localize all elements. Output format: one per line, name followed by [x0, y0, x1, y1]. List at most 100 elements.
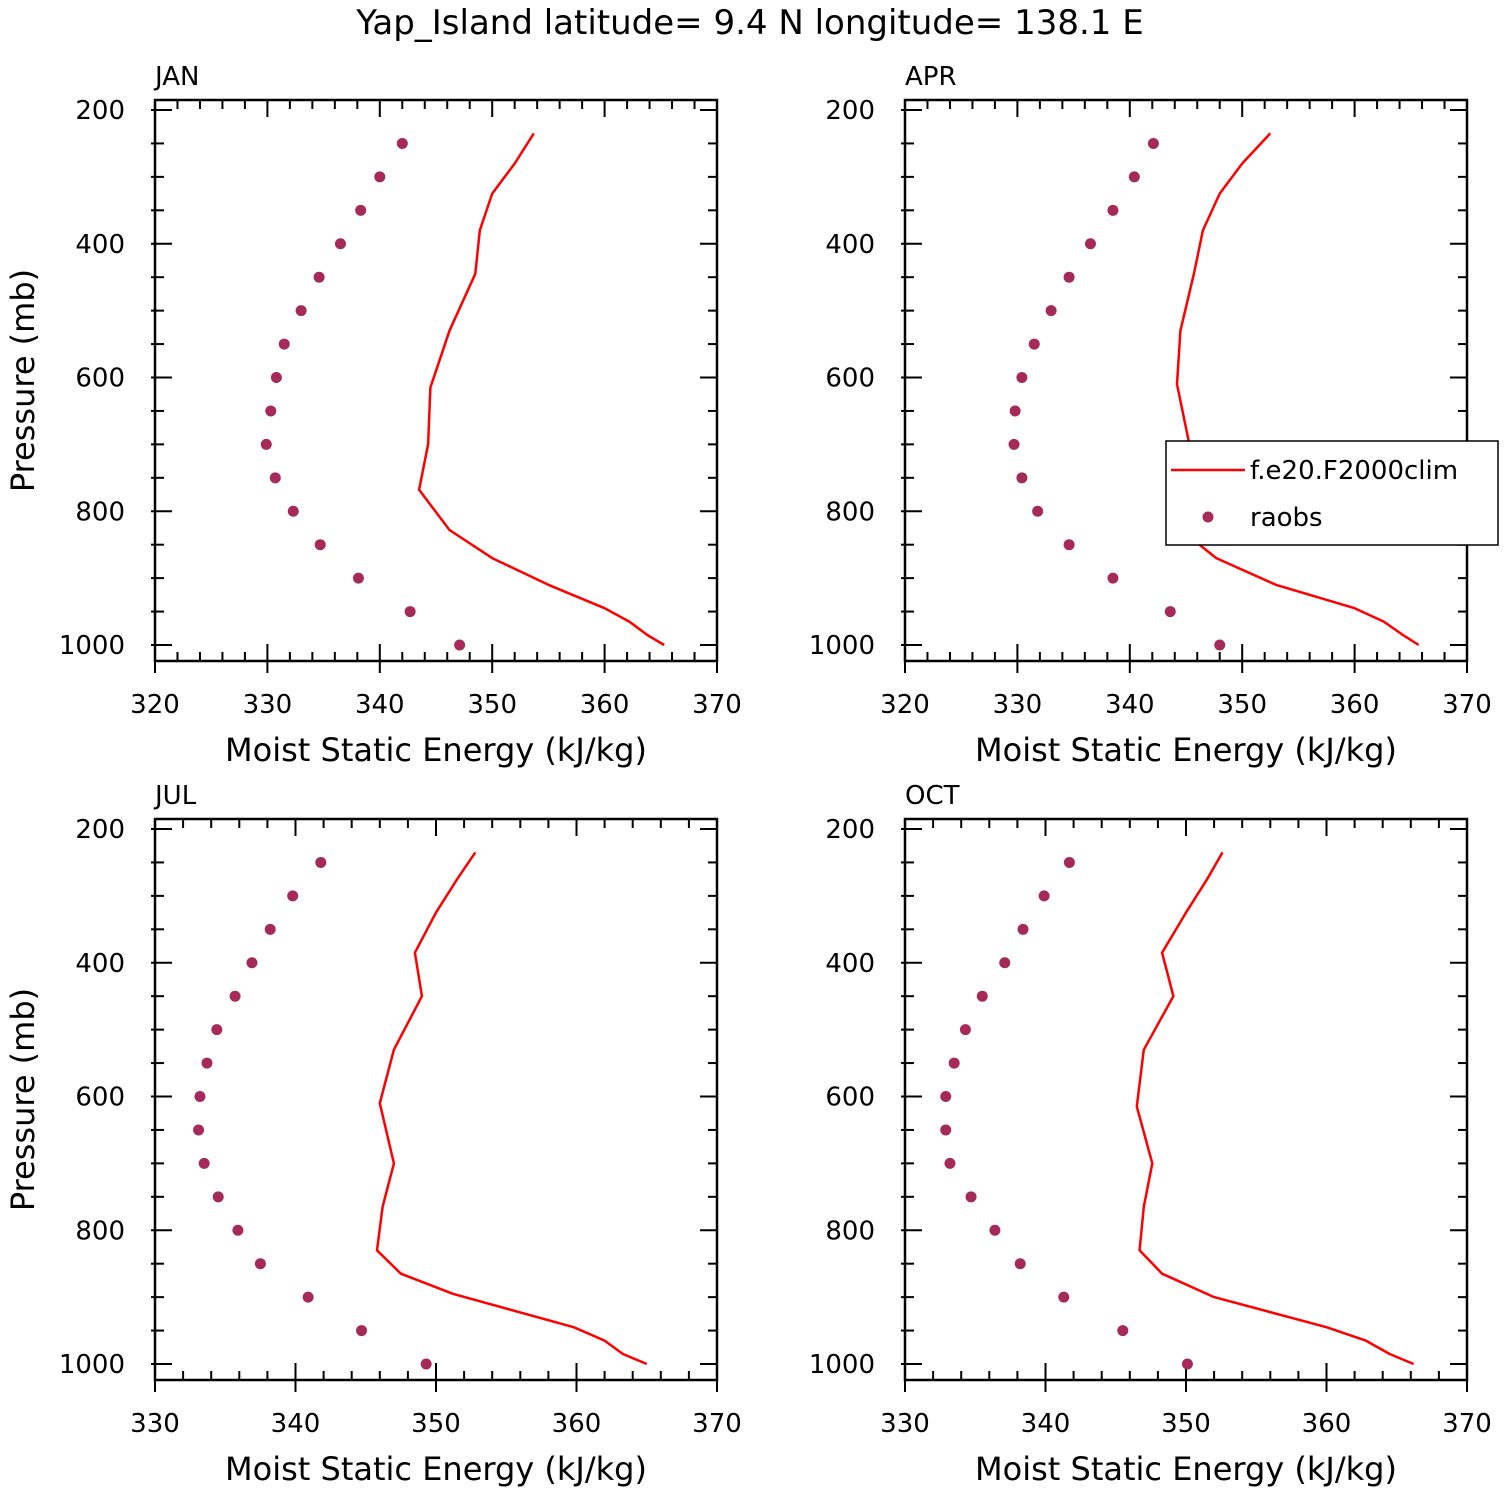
obs-point-oct: [976, 990, 988, 1002]
xtick-label: 350: [1217, 690, 1267, 720]
figure-title: Yap_Island latitude= 9.4 N longitude= 13…: [355, 3, 1143, 43]
obs-point-jul: [287, 890, 299, 902]
y-axis-label: Pressure (mb): [4, 269, 42, 492]
xtick-label: 350: [1161, 1409, 1211, 1439]
obs-point-oct: [1014, 1258, 1026, 1270]
obs-point-apr: [1045, 305, 1057, 317]
xtick-label: 360: [580, 690, 630, 720]
legend: f.e20.F2000clim raobs: [1165, 440, 1499, 546]
xtick-label: 330: [130, 1409, 180, 1439]
obs-point-oct: [959, 1024, 971, 1036]
ytick-label: 200: [825, 815, 875, 845]
plot-frame-oct: [903, 817, 1469, 1382]
obs-point-oct: [999, 957, 1011, 969]
obs-point-jan: [314, 539, 326, 551]
obs-point-apr: [1214, 639, 1226, 651]
ytick-label: 400: [75, 949, 125, 979]
xtick-label: 370: [692, 690, 742, 720]
obs-point-jan: [334, 238, 346, 250]
obs-point-jan: [454, 639, 466, 651]
plot-frame-apr: [903, 98, 1469, 663]
obs-point-jul: [229, 990, 241, 1002]
obs-point-jul: [420, 1358, 432, 1370]
obs-point-jan: [270, 372, 282, 383]
model-line-apr: [1175, 132, 1420, 647]
y-axis-label: Pressure (mb): [4, 988, 42, 1211]
obs-point-apr: [1016, 372, 1028, 383]
obs-point-jan: [404, 606, 416, 618]
legend-label-obs: raobs: [1250, 503, 1323, 533]
obs-point-oct: [1038, 890, 1050, 902]
obs-point-jul: [194, 1091, 206, 1102]
obs-point-jul: [232, 1224, 244, 1236]
obs-point-jul: [211, 1024, 223, 1036]
model-line-jul: [375, 851, 648, 1366]
obs-point-oct: [965, 1191, 977, 1203]
obs-point-jan: [269, 472, 281, 484]
xtick-label: 330: [993, 690, 1043, 720]
ytick-label: 800: [75, 497, 125, 527]
xtick-label: 330: [880, 1409, 930, 1439]
obs-point-oct: [1058, 1291, 1070, 1303]
ytick-label: 400: [75, 230, 125, 260]
obs-point-apr: [1107, 572, 1119, 584]
ytick-label: 600: [75, 1083, 125, 1113]
panel-title-apr: APR: [905, 62, 957, 92]
panel-title-jul: JUL: [153, 781, 197, 811]
obs-point-jul: [201, 1057, 213, 1069]
obs-point-apr: [1147, 137, 1159, 149]
xtick-label: 360: [1330, 690, 1380, 720]
panel-title-jan: JAN: [153, 62, 199, 92]
obs-point-apr: [1164, 606, 1176, 618]
ytick-label: 1000: [809, 1350, 875, 1380]
xtick-label: 360: [1302, 1409, 1352, 1439]
obs-point-oct: [1117, 1325, 1129, 1337]
xtick-label: 340: [1021, 1409, 1071, 1439]
model-line-oct: [1135, 851, 1415, 1366]
xtick-label: 350: [467, 690, 517, 720]
ytick-label: 800: [75, 1216, 125, 1246]
ytick-label: 600: [75, 364, 125, 394]
xtick-label: 370: [1442, 690, 1492, 720]
xtick-label: 340: [355, 690, 405, 720]
plot-frame-jan: [153, 98, 719, 663]
ytick-label: 400: [825, 230, 875, 260]
ytick-label: 1000: [809, 631, 875, 661]
x-axis-label: Moist Static Energy (kJ/kg): [975, 731, 1397, 769]
obs-point-jan: [355, 204, 367, 216]
obs-point-jan: [295, 305, 307, 317]
obs-point-oct: [989, 1224, 1001, 1236]
legend-dot-marker: [1202, 511, 1214, 523]
obs-point-oct: [944, 1157, 956, 1169]
obs-point-jan: [278, 338, 290, 350]
obs-point-apr: [1107, 204, 1119, 216]
panel-title-oct: OCT: [905, 781, 960, 811]
obs-point-apr: [1008, 438, 1020, 450]
obs-point-apr: [1032, 505, 1044, 517]
obs-point-jan: [374, 171, 386, 183]
ytick-label: 600: [825, 1083, 875, 1113]
obs-point-apr: [1063, 539, 1075, 551]
obs-point-apr: [1009, 405, 1021, 417]
xtick-label: 320: [130, 690, 180, 720]
obs-point-jan: [287, 505, 299, 517]
obs-point-jul: [246, 957, 258, 969]
obs-point-jan: [352, 572, 364, 584]
obs-point-apr: [1128, 171, 1140, 183]
obs-point-jan: [265, 405, 277, 417]
ytick-label: 200: [825, 96, 875, 126]
obs-point-jul: [198, 1157, 210, 1169]
obs-point-oct: [1181, 1358, 1193, 1370]
xtick-label: 350: [411, 1409, 461, 1439]
xtick-label: 330: [243, 690, 293, 720]
obs-point-jan: [313, 271, 325, 283]
xtick-label: 340: [1105, 690, 1155, 720]
legend-box: [1165, 440, 1499, 546]
ytick-label: 1000: [59, 631, 125, 661]
obs-point-apr: [1063, 271, 1075, 283]
